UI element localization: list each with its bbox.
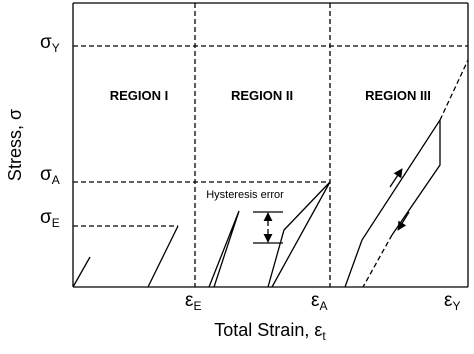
label-part: ε	[444, 290, 453, 311]
region-label: REGION I	[110, 88, 169, 103]
frame	[72, 2, 469, 288]
label-part: E	[52, 216, 60, 230]
label-part: A	[52, 173, 60, 187]
label-part: σ	[40, 32, 52, 53]
y-axis-title: Stress, σ	[5, 109, 25, 181]
label-part: ε	[311, 290, 320, 311]
y-level: σA	[40, 164, 60, 187]
y-level: σE	[40, 207, 60, 230]
label-part: ε	[185, 290, 194, 311]
region-label: REGION II	[231, 88, 293, 103]
annotation: Hysteresis error	[206, 189, 284, 201]
label-part: σ	[40, 207, 52, 228]
label-part: Y	[452, 299, 460, 313]
x-level: εA	[311, 290, 328, 313]
label-part: A	[319, 299, 327, 313]
curves	[72, 59, 469, 288]
label-part: E	[193, 299, 201, 313]
x-axis-title: Total Strain, εt	[214, 320, 326, 343]
x-level: εY	[444, 290, 461, 313]
label-part: Total Strain, ε	[214, 320, 322, 340]
guides	[73, 3, 468, 287]
region-label: REGION III	[365, 88, 431, 103]
x-level: εE	[185, 290, 202, 313]
label-part: σ	[40, 164, 52, 185]
label-part: t	[322, 329, 326, 343]
y-level: σY	[40, 32, 60, 55]
label-part: Y	[52, 41, 60, 55]
